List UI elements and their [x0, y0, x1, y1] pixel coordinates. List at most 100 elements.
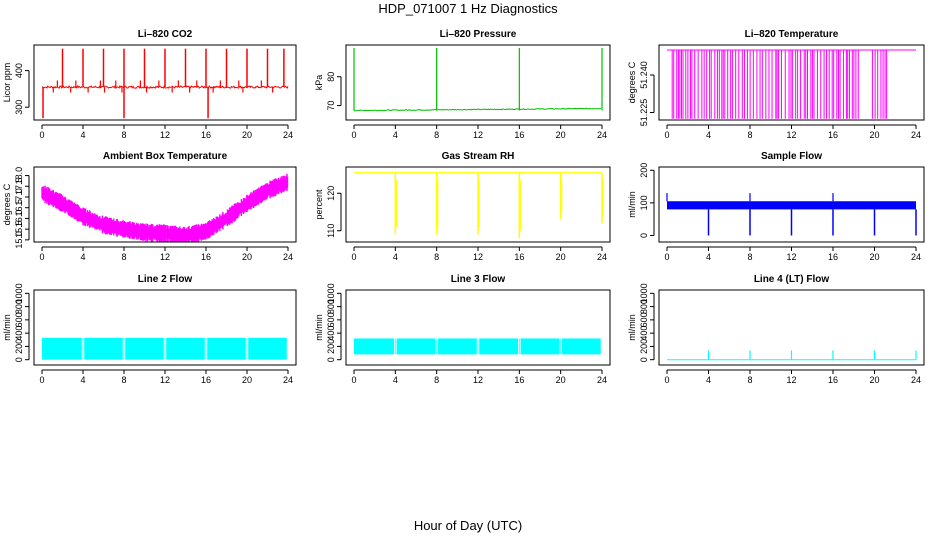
- chart-rh: Gas Stream RH percent 0 4 8 12 16 20 24 110 120: [314, 151, 611, 262]
- x-tick-label: 20: [242, 130, 252, 140]
- flow-band-segment: [207, 337, 246, 360]
- flow-band-segment: [561, 338, 601, 355]
- data-series: [666, 193, 917, 236]
- pressure-baseline: [353, 107, 602, 112]
- chart-licor_temp: Li–820 Temperature degrees C 0 4 8 12 16 20 24 51…: [627, 29, 925, 140]
- x-tick-label: 4: [80, 252, 85, 262]
- y-tick-label: 400: [326, 326, 336, 341]
- y-tick-label: 1000: [14, 283, 24, 303]
- y-tick-label: 70: [326, 101, 336, 111]
- y-tick-label: 200: [14, 339, 24, 354]
- flow-band-segment: [396, 338, 436, 355]
- x-tick-label: 12: [786, 130, 796, 140]
- y-tick-label: 18.0: [14, 167, 24, 185]
- x-tick-label: 8: [434, 130, 439, 140]
- x-tick-label: 0: [351, 375, 356, 385]
- y-tick-label: 120: [326, 186, 336, 201]
- x-tick-label: 16: [514, 252, 524, 262]
- data-series: [42, 337, 287, 360]
- x-tick-label: 8: [434, 375, 439, 385]
- y-axis-label: ml/min: [2, 314, 12, 341]
- y-tick-label: 300: [14, 100, 24, 115]
- x-tick-label: 12: [473, 252, 483, 262]
- x-tick-label: 0: [351, 252, 356, 262]
- y-tick-label: 100: [639, 195, 649, 210]
- x-tick-label: 16: [828, 130, 838, 140]
- y-tick-label: 16.0: [14, 210, 24, 228]
- flow-band-segment: [42, 337, 82, 360]
- y-tick-label: 400: [14, 326, 24, 341]
- chart-ambient_temp: Ambient Box Temperature degrees C 0 4 8 12 16 2…: [2, 151, 297, 262]
- flow-band-segment: [354, 338, 395, 355]
- x-tick-label: 16: [201, 375, 211, 385]
- x-tick-label: 16: [828, 252, 838, 262]
- flow-band-segment: [84, 337, 123, 360]
- x-tick-label: 16: [828, 375, 838, 385]
- plot-frame: [345, 166, 611, 243]
- x-tick-label: 20: [869, 252, 879, 262]
- x-tick-label: 20: [242, 375, 252, 385]
- x-tick-label: 0: [664, 130, 669, 140]
- x-tick-label: 16: [201, 130, 211, 140]
- x-tick-label: 16: [201, 252, 211, 262]
- flow-band-segment: [437, 338, 477, 355]
- x-tick-label: 8: [747, 130, 752, 140]
- y-tick-label: 1000: [639, 283, 649, 303]
- plot-frame: [345, 289, 611, 366]
- x-axis-label: Hour of Day (UTC): [413, 518, 523, 533]
- x-tick-label: 20: [556, 252, 566, 262]
- y-tick-label: 110: [326, 224, 336, 238]
- y-tick-label: 17.5: [14, 178, 24, 196]
- x-tick-label: 20: [869, 375, 879, 385]
- y-axis-label: ml/min: [314, 314, 324, 341]
- x-tick-label: 8: [747, 252, 752, 262]
- flow-band-segment: [479, 338, 519, 355]
- data-series: [354, 338, 601, 355]
- x-tick-label: 4: [393, 252, 398, 262]
- x-tick-label: 4: [706, 375, 711, 385]
- y-tick-label: 1000: [326, 283, 336, 303]
- x-tick-label: 24: [911, 130, 921, 140]
- x-tick-label: 24: [597, 252, 607, 262]
- plot-frame: [33, 289, 297, 366]
- chart-co2: Li–820 CO2 Licor ppm 0 4 8 12 16 20 24 300 400: [2, 29, 297, 140]
- chart-line3_flow: Line 3 Flow ml/min 0 4 8 12 16 20 24 0 20040060080…: [314, 274, 611, 385]
- x-tick-label: 8: [121, 252, 126, 262]
- x-tick-label: 0: [664, 375, 669, 385]
- data-series: [354, 172, 604, 239]
- chart-title: Line 4 (LT) Flow: [754, 274, 830, 285]
- y-axis-label: ml/min: [627, 314, 637, 341]
- x-tick-label: 20: [869, 130, 879, 140]
- chart-title: Ambient Box Temperature: [103, 151, 228, 162]
- x-tick-label: 24: [597, 130, 607, 140]
- x-tick-label: 24: [911, 375, 921, 385]
- data-series: [667, 49, 916, 119]
- x-tick-label: 12: [473, 130, 483, 140]
- y-tick-label: 200: [326, 339, 336, 354]
- x-tick-label: 8: [747, 375, 752, 385]
- y-tick-label: 400: [14, 63, 24, 78]
- y-tick-label: 80: [326, 72, 336, 82]
- chart-title: Li–820 Pressure: [440, 29, 517, 40]
- x-tick-label: 8: [434, 252, 439, 262]
- x-tick-label: 20: [242, 252, 252, 262]
- y-tick-label: 51.225: [639, 99, 649, 127]
- y-tick-label: 51.240: [639, 61, 649, 89]
- chart-title: Line 2 Flow: [138, 274, 193, 285]
- chart-line2_flow: Line 2 Flow ml/min 0 4 8 12 16 20 24 0 20040060080…: [2, 274, 297, 385]
- plot-frame: [658, 166, 925, 243]
- y-tick-label: 0: [14, 357, 24, 362]
- chart-title: Gas Stream RH: [442, 151, 515, 162]
- x-tick-label: 0: [39, 130, 44, 140]
- x-tick-label: 4: [706, 130, 711, 140]
- x-tick-label: 12: [786, 252, 796, 262]
- x-tick-label: 24: [283, 375, 293, 385]
- figure-title: HDP_071007 1 Hz Diagnostics: [378, 1, 558, 16]
- chart-line4_flow: Line 4 (LT) Flow ml/min 0 4 8 12 16 20 24 0 200400…: [627, 274, 925, 385]
- x-tick-label: 12: [160, 130, 170, 140]
- y-tick-label: 600: [639, 312, 649, 327]
- y-tick-label: 15.5: [14, 220, 24, 238]
- x-tick-label: 4: [706, 252, 711, 262]
- chart-sample_flow: Sample Flow ml/min 0 4 8 12 16 20 24 0 100 200: [627, 151, 925, 262]
